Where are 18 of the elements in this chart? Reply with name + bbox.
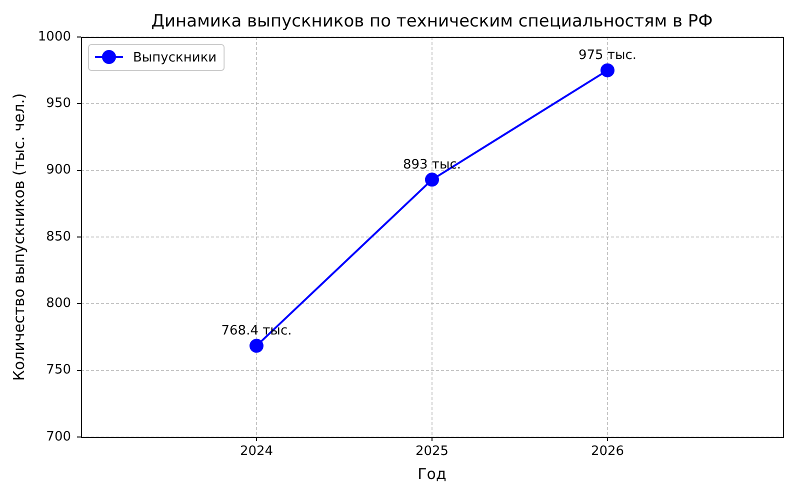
point [425, 172, 439, 187]
point [250, 338, 264, 353]
y-tick-label: 950 [46, 96, 71, 112]
x-tick-label: 2026 [590, 444, 624, 460]
legend-label: Выпускники [133, 50, 217, 66]
y-tick-label: 750 [46, 362, 71, 378]
x-tick-label: 2025 [415, 444, 449, 460]
y-tick-label: 700 [46, 429, 71, 444]
x-axis-title: Год [418, 464, 446, 483]
x-tick-label: 2024 [240, 444, 274, 460]
point [600, 63, 614, 78]
y-axis-title: Количество выпускников (тыс. чел.) [10, 93, 28, 381]
chart-title: Динамика выпускников по техническим специальностям в РФ [151, 11, 713, 32]
y-tick-label: 1000 [38, 29, 71, 44]
y-tick-label: 850 [46, 229, 71, 244]
y-tick-label: 800 [46, 296, 71, 312]
y-tick-label: 900 [46, 162, 71, 178]
data-label: 975 тыс. [578, 48, 637, 64]
